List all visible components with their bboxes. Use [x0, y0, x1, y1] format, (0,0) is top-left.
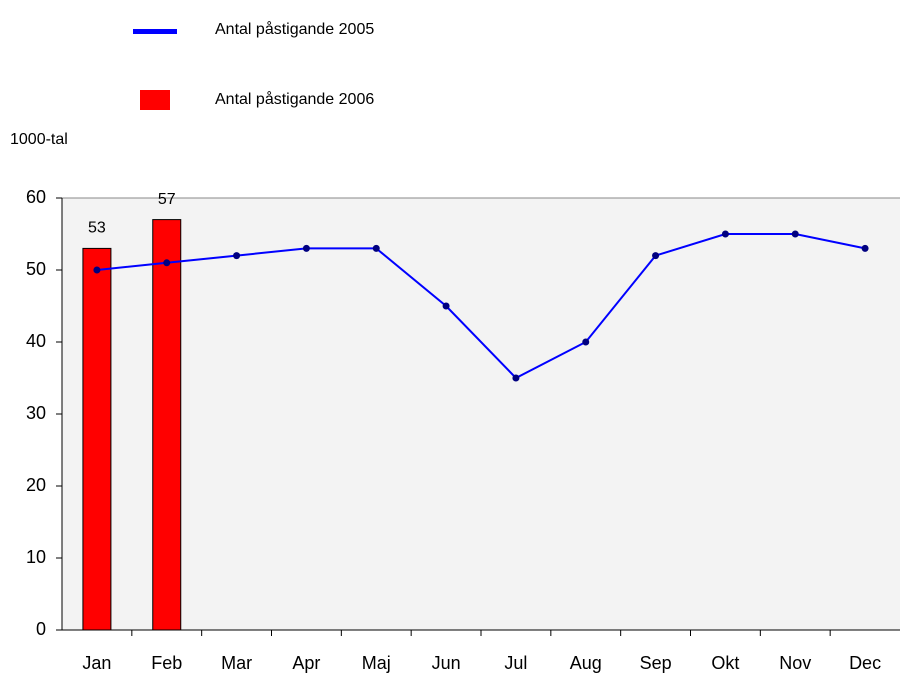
x-tick-label: Jan [82, 653, 111, 673]
line-point [861, 244, 869, 252]
line-point [163, 259, 171, 267]
x-tick-label: Sep [640, 653, 672, 673]
x-tick-label: Aug [570, 653, 602, 673]
line-point [791, 230, 799, 238]
x-tick-label: Apr [292, 653, 320, 673]
line-point [233, 252, 241, 260]
x-tick-label: Jun [432, 653, 461, 673]
bar [82, 247, 112, 631]
line-point [512, 374, 520, 382]
bar [152, 219, 182, 631]
line-point [721, 230, 729, 238]
line [96, 233, 866, 380]
data-label: 57 [158, 191, 176, 208]
x-tick-label: Maj [362, 653, 391, 673]
y-tick-label: 40 [26, 331, 46, 351]
x-tick-label: Nov [779, 653, 811, 673]
x-tick-label: Okt [711, 653, 739, 673]
line-point [93, 266, 101, 274]
legend-swatch [133, 29, 177, 34]
legend-swatch [140, 90, 170, 110]
y-tick-label: 10 [26, 547, 46, 567]
x-tick-label: Jul [504, 653, 527, 673]
line-point [652, 252, 660, 260]
legend-label: Antal påstigande 2005 [215, 20, 374, 38]
y-axis-label: 1000-tal [10, 131, 68, 148]
y-tick-label: 20 [26, 475, 46, 495]
line-point [442, 302, 450, 310]
line-point [582, 338, 590, 346]
y-tick-label: 50 [26, 259, 46, 279]
y-tick-label: 60 [26, 187, 46, 207]
line-point [302, 244, 310, 252]
legend-label: Antal påstigande 2006 [215, 90, 374, 108]
y-tick-label: 30 [26, 403, 46, 423]
y-tick-label: 0 [36, 619, 46, 639]
x-tick-label: Dec [849, 653, 881, 673]
plot-area [62, 198, 900, 630]
data-label: 53 [88, 220, 106, 237]
x-tick-label: Feb [151, 653, 182, 673]
line-point [372, 244, 380, 252]
x-tick-label: Mar [221, 653, 252, 673]
